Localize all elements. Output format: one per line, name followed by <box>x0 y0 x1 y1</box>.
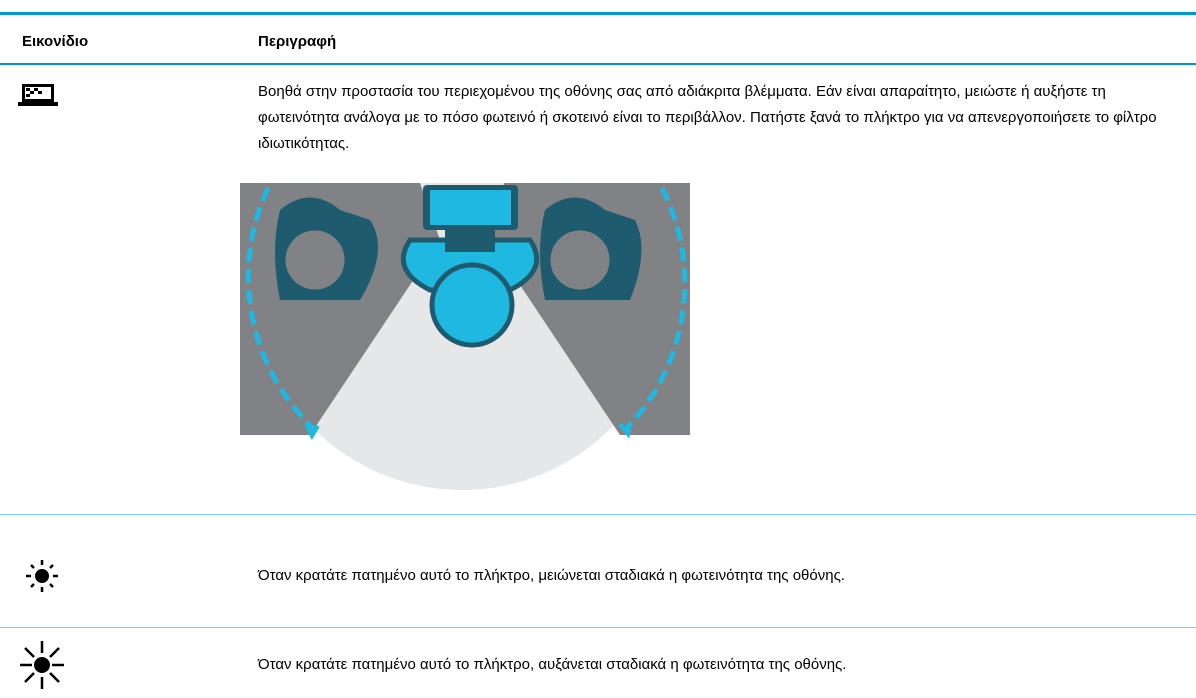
brightness-up-icon <box>20 641 64 689</box>
row-rule <box>0 514 1196 515</box>
description: Όταν κρατάτε πατημένο αυτό το πλήκτρο, μ… <box>258 567 845 584</box>
privacy-icon <box>18 84 58 106</box>
privacy-illustration <box>240 183 690 490</box>
column-header: Περιγραφή <box>258 33 337 50</box>
top-rule <box>0 0 1196 15</box>
row-rule <box>0 627 1196 628</box>
description: Βοηθά στην προστασία του περιεχομένου τη… <box>258 83 1157 152</box>
description: Όταν κρατάτε πατημένο αυτό το πλήκτρο, α… <box>258 656 847 673</box>
column-header: Εικονίδιο <box>22 33 89 50</box>
header-rule <box>0 63 1196 65</box>
brightness-down-icon <box>26 560 58 592</box>
